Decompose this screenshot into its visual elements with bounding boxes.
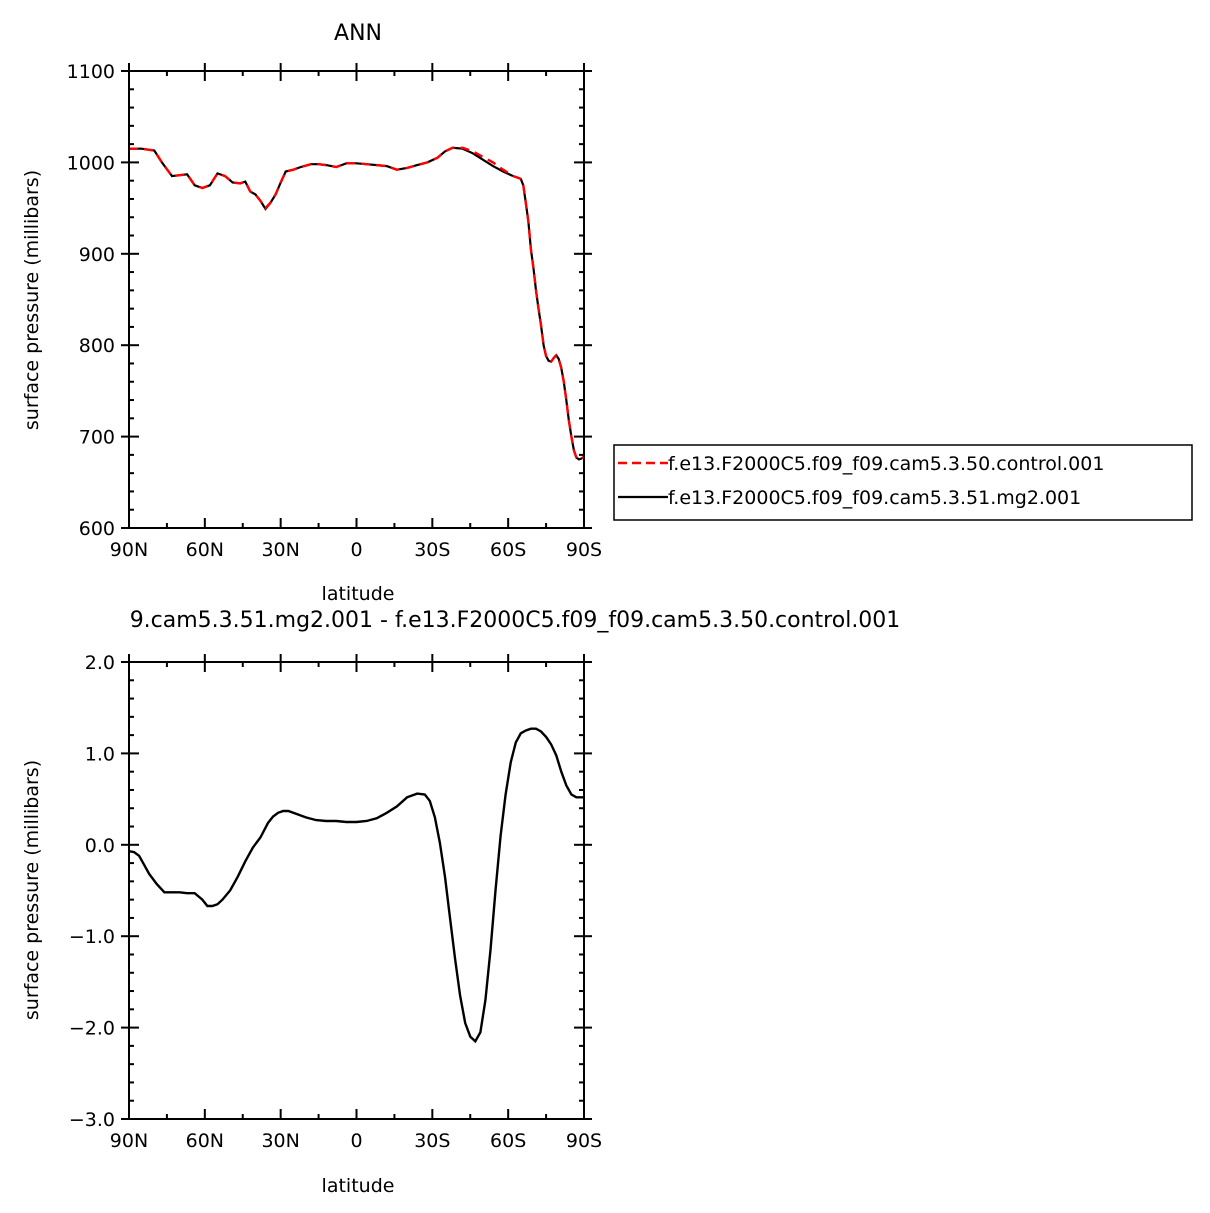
top-plot-frame: [128, 70, 585, 529]
x-tick-label: 90S: [566, 539, 602, 561]
bottom-y-axis-label: surface pressure (millibars): [21, 760, 43, 1020]
y-tick-label: 2.0: [85, 652, 115, 674]
top-y-axis-label: surface pressure (millibars): [21, 170, 43, 430]
bottom-difference-line: [128, 727, 584, 1044]
bottom-plot-frame: [128, 661, 585, 1120]
y-tick-label: 600: [79, 518, 115, 540]
bottom-y-tick-labels: −3.0 −2.0 −1.0 0.0 1.0 2.0: [69, 652, 115, 1131]
y-tick-label: −3.0: [69, 1109, 115, 1131]
x-tick-label: 60S: [490, 539, 526, 561]
x-tick-label: 30S: [414, 539, 450, 561]
top-x-axis-label: latitude: [322, 583, 395, 605]
x-tick-label: 0: [350, 539, 362, 561]
y-tick-label: 0.0: [85, 835, 115, 857]
y-tick-label: 700: [79, 427, 115, 449]
legend-label-mg2: f.e13.F2000C5.f09_f09.cam5.3.51.mg2.001: [668, 487, 1081, 509]
y-tick-label: −1.0: [69, 926, 115, 948]
x-tick-label: 30S: [414, 1130, 450, 1152]
y-tick-label: 800: [79, 335, 115, 357]
legend-label-control: f.e13.F2000C5.f09_f09.cam5.3.50.control.…: [668, 453, 1104, 475]
x-tick-label: 60S: [490, 1130, 526, 1152]
legend: f.e13.F2000C5.f09_f09.cam5.3.50.control.…: [613, 444, 1193, 521]
y-tick-label: −2.0: [69, 1018, 115, 1040]
top-panel: ANN 600 700 800 900 1000 1100 90N 60N 30N 0 30S 60…: [21, 21, 1193, 605]
x-tick-label: 0: [350, 1130, 362, 1152]
x-tick-label: 30N: [261, 539, 299, 561]
y-tick-label: 900: [79, 244, 115, 266]
top-x-tick-labels: 90N 60N 30N 0 30S 60S 90S: [110, 539, 602, 561]
x-tick-label: 90N: [110, 1130, 148, 1152]
y-tick-label: 1100: [67, 61, 115, 83]
x-tick-label: 60N: [186, 539, 224, 561]
x-tick-label: 90N: [110, 539, 148, 561]
bottom-x-axis-label: latitude: [322, 1175, 395, 1197]
x-tick-label: 90S: [566, 1130, 602, 1152]
top-series-mg2-line: [129, 146, 585, 461]
legend-box: [613, 444, 1193, 521]
x-tick-label: 30N: [261, 1130, 299, 1152]
y-tick-label: 1000: [67, 152, 115, 174]
bottom-x-tick-labels: 90N 60N 30N 0 30S 60S 90S: [110, 1130, 602, 1152]
top-chart-title: ANN: [334, 21, 382, 46]
top-y-tick-labels: 600 700 800 900 1000 1100: [67, 61, 115, 540]
bottom-axis-ticks: [121, 654, 592, 1120]
bottom-chart-title: 9.cam5.3.51.mg2.001 - f.e13.F2000C5.f09_…: [130, 608, 901, 633]
top-axis-ticks: [121, 63, 592, 529]
y-tick-label: 1.0: [85, 743, 115, 765]
x-tick-label: 60N: [186, 1130, 224, 1152]
top-series-control-line: [129, 146, 585, 461]
bottom-panel: 9.cam5.3.51.mg2.001 - f.e13.F2000C5.f09_…: [21, 608, 900, 1197]
